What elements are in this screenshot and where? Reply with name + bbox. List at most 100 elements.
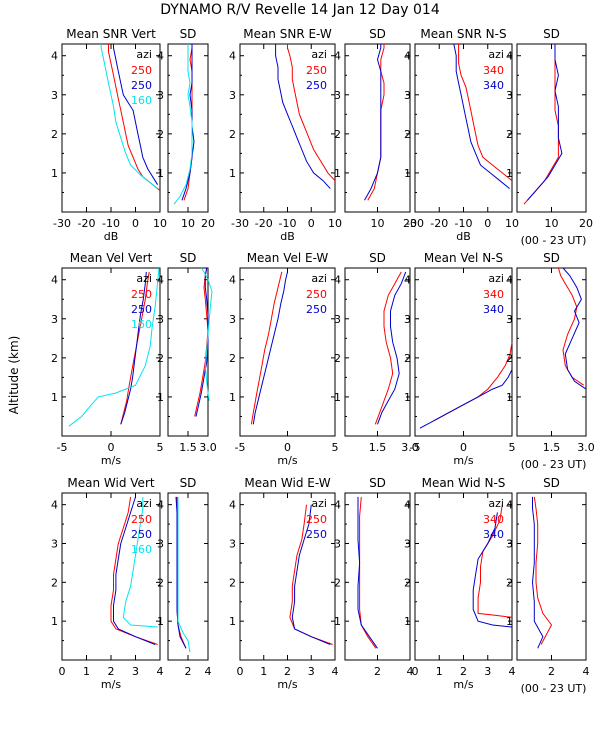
y-tick-label: 1 (334, 615, 341, 628)
y-tick-label: 3 (404, 537, 411, 550)
x-axis-label: m/s (453, 678, 473, 691)
y-tick-label: 2 (157, 352, 164, 365)
legend-title: azi (311, 48, 327, 61)
y-tick-label: 2 (229, 576, 236, 589)
x-tick-label: 10 (545, 217, 559, 230)
series-line-250-red (250, 271, 283, 425)
y-axis-label: Altitude (km) (7, 336, 21, 415)
panel-title: SD (180, 27, 197, 41)
panel-snr-ns-sd: SD 1 2 3 4 10 20 (00 - 23 UT) (506, 27, 593, 247)
series-line-250-blue (113, 496, 156, 645)
y-tick-label: 1 (51, 167, 58, 180)
y-tick-label: 1 (51, 615, 58, 628)
x-tick-label: 4 (332, 665, 339, 678)
x-tick-label: -5 (410, 441, 421, 454)
panel-title: SD (543, 251, 560, 265)
legend-entry: 340 (483, 303, 504, 316)
x-tick-label: 5 (157, 441, 164, 454)
x-tick-label: 3.0 (577, 441, 595, 454)
x-tick-label: 1 (83, 665, 90, 678)
panel-vel-vert: Mean Vel Vert 1 2 3 4 -5 0 5 m/s azi 250 250 160 (51, 251, 164, 467)
series-line-340-red (434, 342, 513, 421)
x-tick-label: 0 (460, 441, 467, 454)
y-tick-label: 2 (404, 352, 411, 365)
panel-title: Mean Wid N-S (422, 476, 506, 490)
legend-entry: 340 (483, 513, 504, 526)
y-tick-label: 3 (51, 537, 58, 550)
x-tick-label: 0 (132, 217, 139, 230)
series-line-340-blue (472, 512, 513, 628)
x-tick-label: 10 (505, 217, 519, 230)
y-tick-label: 1 (229, 391, 236, 404)
legend-entry: 160 (131, 94, 152, 107)
x-tick-label: 3 (308, 665, 315, 678)
x-tick-label: -30 (231, 217, 249, 230)
y-tick-label: 1 (404, 615, 411, 628)
x-tick-label: 0 (108, 441, 115, 454)
y-tick-label: 2 (157, 128, 164, 141)
y-tick-label: 4 (334, 50, 341, 63)
y-tick-label: 2 (157, 576, 164, 589)
series-line-250-blue (275, 44, 331, 189)
y-tick-label: 3 (51, 313, 58, 326)
series-line-340-red (477, 504, 513, 618)
legend-title: azi (488, 272, 504, 285)
series-line-250-red (110, 496, 158, 645)
y-tick-label: 1 (157, 391, 164, 404)
x-tick-label: -10 (455, 217, 473, 230)
panel-vel-vert-sd: SD 1 2 3 4 1.5 3.0 (157, 251, 217, 454)
y-tick-label: 2 (404, 128, 411, 141)
x-tick-label: 1.5 (179, 441, 197, 454)
legend-entry: 250 (306, 79, 327, 92)
series-line-sd-red (359, 496, 377, 649)
time-range-note: (00 - 23 UT) (521, 682, 587, 695)
x-tick-label: -10 (279, 217, 297, 230)
x-tick-label: 4 (205, 665, 212, 678)
legend-entry: 340 (483, 288, 504, 301)
series-line-250-blue (113, 44, 159, 185)
panel-title: SD (369, 27, 386, 41)
legend-entry: 250 (131, 64, 152, 77)
y-tick-label: 3 (51, 89, 58, 102)
panel-title: SD (180, 251, 197, 265)
x-tick-label: 10 (371, 217, 385, 230)
y-tick-label: 1 (334, 391, 341, 404)
y-tick-label: 3 (404, 89, 411, 102)
x-tick-label: 4 (407, 665, 414, 678)
legend-entry: 250 (131, 513, 152, 526)
series-line-sd-blue (195, 267, 209, 417)
x-tick-label: 0 (412, 665, 419, 678)
plot-frame (167, 267, 209, 437)
panel-vel-ns: Mean Vel N-S 1 2 3 4 -5 0 5 m/s azi 340 340 (404, 251, 516, 467)
x-tick-label: -30 (406, 217, 424, 230)
x-tick-label: 5 (509, 441, 516, 454)
x-tick-label: 4 (509, 665, 516, 678)
plot-frame (516, 43, 587, 213)
legend-title: azi (488, 497, 504, 510)
x-tick-label: -10 (102, 217, 120, 230)
x-axis-label: dB (104, 230, 119, 243)
series-line-160-cyan (122, 496, 158, 628)
y-tick-label: 4 (51, 499, 58, 512)
x-axis-label: dB (280, 230, 295, 243)
series-line-sd-blue (364, 44, 382, 201)
series-line-sd-cyan (200, 267, 213, 401)
x-tick-label: 5 (332, 441, 339, 454)
x-tick-label: 2 (548, 665, 555, 678)
y-tick-label: 3 (157, 537, 164, 550)
y-tick-label: 4 (157, 274, 164, 287)
legend-entry: 340 (483, 528, 504, 541)
legend-title: azi (311, 497, 327, 510)
y-tick-label: 3 (334, 89, 341, 102)
series-line-250-blue (291, 504, 331, 645)
x-tick-label: 0 (237, 665, 244, 678)
y-tick-label: 4 (506, 274, 513, 287)
panel-snr-vert: Mean SNR Vert 1 2 3 4 -30 -20 -10 0 10 dB azi 250 250… (51, 27, 167, 243)
y-tick-label: 4 (229, 499, 236, 512)
series-line-sd-blue (531, 496, 544, 649)
time-range-note: (00 - 23 UT) (521, 234, 587, 247)
x-tick-label: 2 (185, 665, 192, 678)
